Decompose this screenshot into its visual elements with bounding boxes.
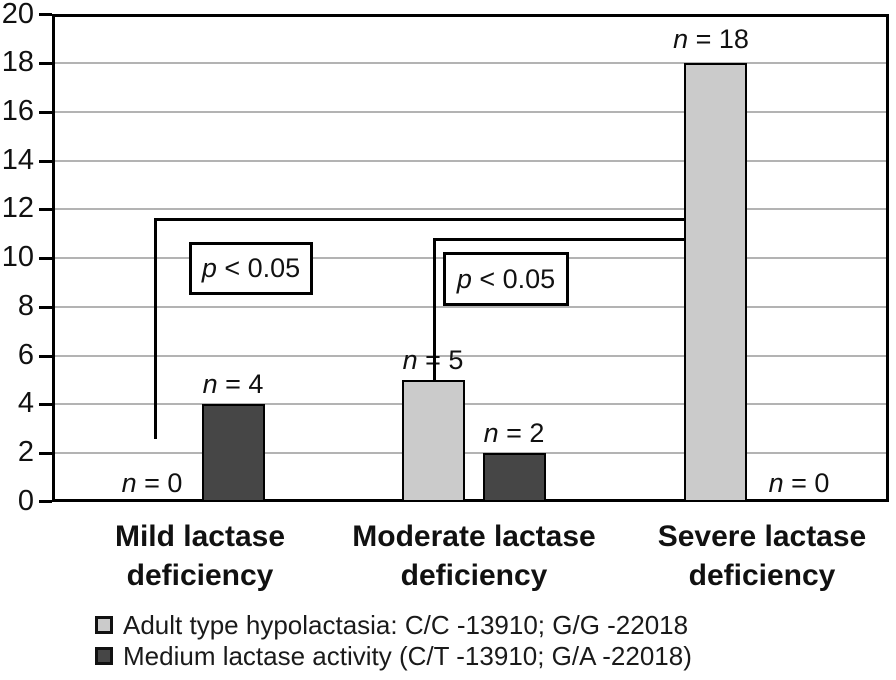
y-tick-10 <box>39 257 52 260</box>
y-tick-20 <box>39 13 52 16</box>
count-label-moderate-adult-type: n = 5 <box>373 344 493 376</box>
y-tick-18 <box>39 62 52 65</box>
bar-severe-adult-type <box>684 63 747 502</box>
gridline-16 <box>55 111 886 113</box>
count-label-severe-medium-activity: n = 0 <box>739 467 859 499</box>
y-tick-label: 8 <box>17 290 34 322</box>
legend-swatch-light-gray <box>95 616 113 634</box>
significance-bracket-2-vertical <box>433 238 436 382</box>
gridline-14 <box>55 160 886 162</box>
p-var: p <box>201 253 217 283</box>
gridline-4 <box>55 403 886 405</box>
y-tick-label: 18 <box>1 46 34 78</box>
count-label-value: = 4 <box>225 369 264 399</box>
legend-item-adult-type-hypolactasia: Adult type hypolactasia: C/C -13910; G/G… <box>95 610 688 640</box>
gridline-18 <box>55 62 886 64</box>
count-label-value: = 18 <box>695 24 749 54</box>
p-value-box-1: p < 0.05 <box>189 242 313 295</box>
y-tick-12 <box>39 208 52 211</box>
legend-swatch-dark-gray <box>95 647 113 665</box>
y-tick-6 <box>39 355 52 358</box>
y-tick-label: 6 <box>17 339 34 371</box>
y-tick-16 <box>39 111 52 114</box>
y-tick-label: 2 <box>17 436 34 468</box>
y-tick-14 <box>39 160 52 163</box>
gridline-12 <box>55 208 886 210</box>
count-label-value: = 2 <box>506 418 545 448</box>
y-tick-2 <box>39 452 52 455</box>
y-tick-label: 14 <box>1 144 34 176</box>
count-label-value: = 5 <box>425 345 464 375</box>
bar-moderate-medium-activity <box>483 453 546 502</box>
y-tick-0 <box>39 500 52 503</box>
count-label-value: = 0 <box>791 468 830 498</box>
y-tick-label: 12 <box>1 192 34 224</box>
count-label-var: n <box>402 345 418 375</box>
count-label-moderate-medium-activity: n = 2 <box>454 417 574 449</box>
significance-bracket-1-vertical <box>154 218 157 439</box>
count-label-var: n <box>202 369 218 399</box>
p-var: p <box>456 263 472 294</box>
significance-bracket-2-horizontal <box>433 238 686 241</box>
p-value-box-2: p < 0.05 <box>443 252 569 306</box>
y-tick-4 <box>39 403 52 406</box>
p-value: < 0.05 <box>224 253 301 283</box>
legend-label: Adult type hypolactasia: C/C -13910; G/G… <box>123 610 689 640</box>
count-label-var: n <box>121 468 137 498</box>
y-tick-label: 16 <box>1 95 34 127</box>
bar-moderate-adult-type <box>402 380 465 502</box>
y-tick-label: 20 <box>1 0 34 30</box>
gridline-2 <box>55 452 886 454</box>
y-tick-label: 0 <box>17 485 34 517</box>
plot-area-border <box>52 14 889 502</box>
legend-item-medium-lactase-activity: Medium lactase activity (C/T -13910; G/A… <box>95 641 692 671</box>
legend-label: Medium lactase activity (C/T -13910; G/A… <box>123 641 692 671</box>
count-label-mild-adult-type: n = 0 <box>92 467 212 499</box>
count-label-var: n <box>483 418 499 448</box>
x-category-label-mild: Mild lactase deficiency <box>114 520 286 592</box>
gridline-6 <box>55 355 886 357</box>
gridline-8 <box>55 306 886 308</box>
y-tick-8 <box>39 306 52 309</box>
count-label-value: = 0 <box>144 468 183 498</box>
y-tick-label: 10 <box>1 241 34 273</box>
x-category-label-moderate: Moderate lactase deficiency <box>352 520 596 592</box>
count-label-var: n <box>768 468 784 498</box>
count-label-mild-medium-activity: n = 4 <box>173 368 293 400</box>
y-tick-label: 4 <box>17 387 34 419</box>
bar-mild-medium-activity <box>202 404 265 502</box>
p-value: < 0.05 <box>479 263 556 294</box>
count-label-severe-adult-type: n = 18 <box>651 23 771 55</box>
x-category-label-severe: Severe lactase deficiency <box>657 520 867 592</box>
count-label-var: n <box>673 24 689 54</box>
significance-bracket-1-horizontal <box>154 218 686 221</box>
